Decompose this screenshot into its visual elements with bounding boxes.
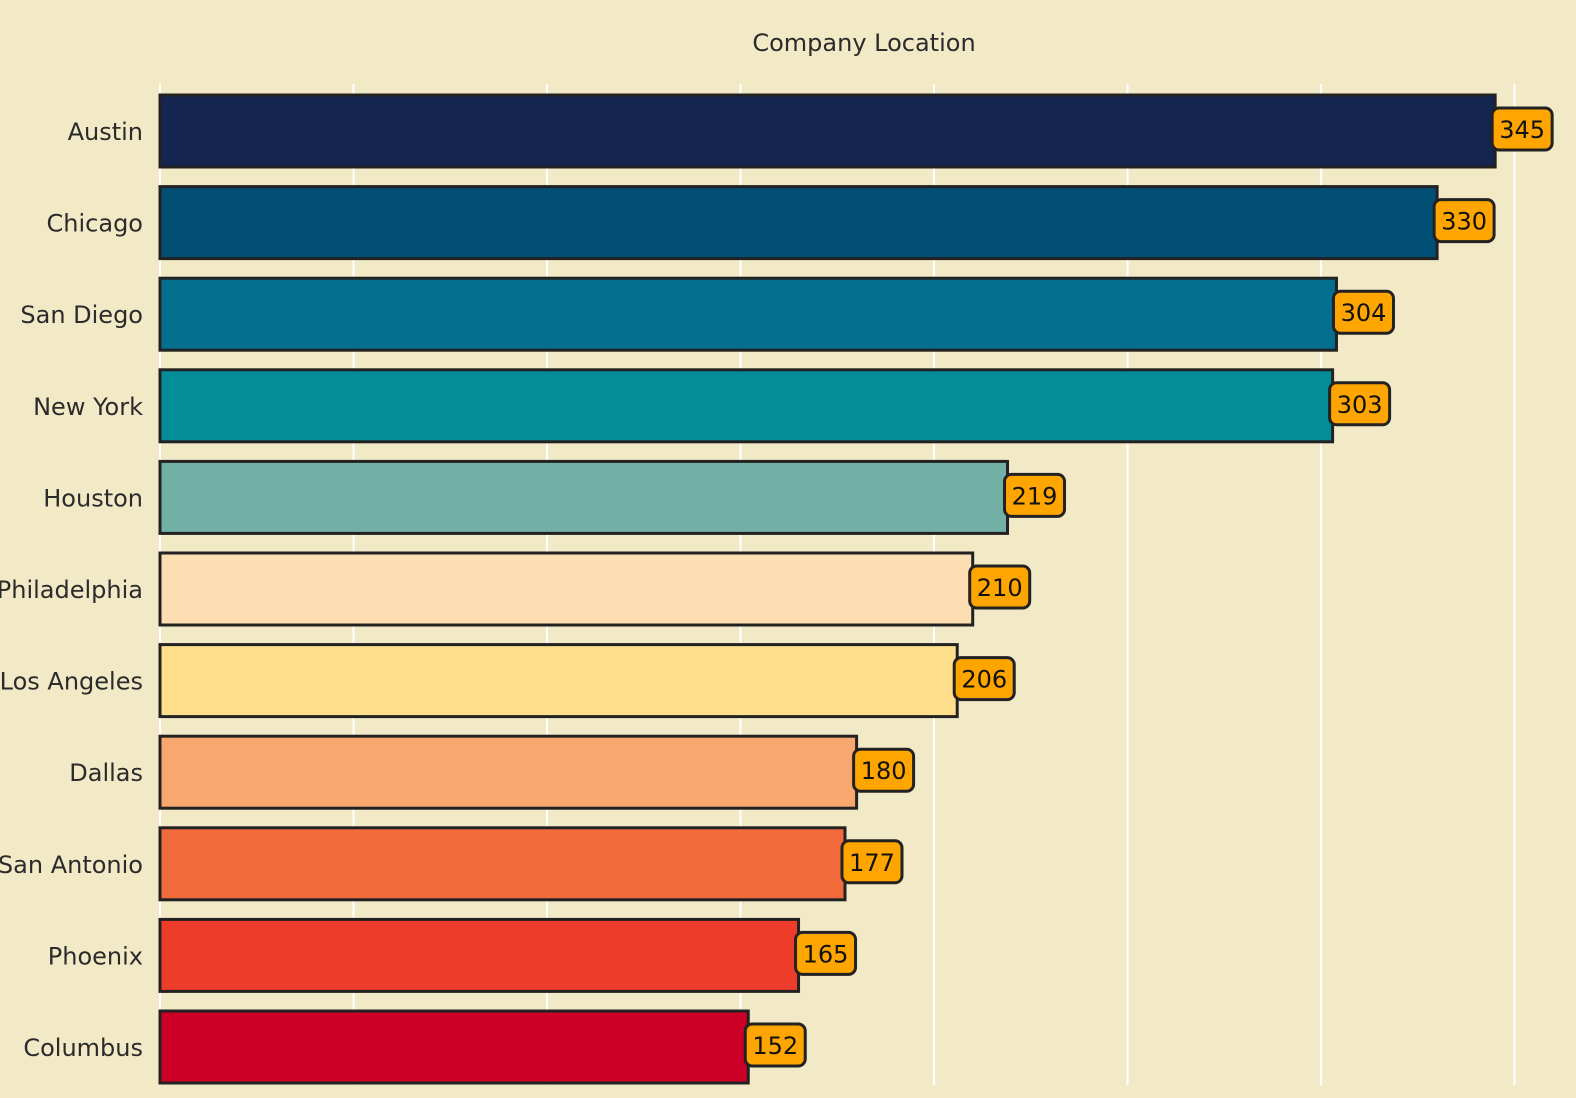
data-label: 177 [849,849,895,877]
data-label: 165 [803,940,849,968]
y-tick-label: San Antonio [0,851,143,879]
y-tick-label: Los Angeles [0,668,143,696]
bar-phoenix [158,917,801,993]
y-tick-label: Phoenix [48,942,143,970]
bar-los-angeles [158,643,959,719]
data-label: 206 [961,666,1007,694]
data-label-box [852,747,916,793]
data-label-box [1490,106,1554,152]
bar-austin [158,93,1497,169]
bar-dallas [158,734,859,810]
data-label: 210 [977,574,1023,602]
data-label: 303 [1337,391,1383,419]
data-label: 180 [861,757,907,785]
data-label: 152 [752,1032,798,1060]
data-label-box [1003,472,1067,518]
y-tick-label: Houston [43,484,143,512]
data-label-box [840,839,904,885]
data-label-box [1328,381,1392,427]
data-label: 345 [1499,116,1545,144]
bar-san-diego [158,276,1338,352]
data-label-box [1432,198,1496,244]
y-tick-label: Philadelphia [0,576,143,604]
data-label-box [794,930,858,976]
bar-chicago [158,185,1439,261]
data-label-box [952,656,1016,702]
data-label-box [743,1022,807,1068]
data-label: 330 [1441,208,1487,236]
bar-san-antonio [158,826,847,902]
data-label: 219 [1012,482,1058,510]
data-label: 304 [1341,299,1387,327]
data-label-box [968,564,1032,610]
bar-columbus [158,1009,750,1085]
y-tick-label: Columbus [23,1034,143,1062]
y-tick-label: Dallas [69,759,143,787]
bars [158,93,1497,1085]
y-tick-labels: Austin Chicago San Diego New York Houston Phi… [0,118,143,1062]
data-labels: 345 330 304 303 219 210 206 180 177 165 152 [743,106,1554,1068]
chart-title: Company Location [752,29,975,57]
y-tick-label: New York [33,393,143,421]
y-tick-label: Chicago [47,210,143,238]
bar-houston [158,459,1010,535]
data-label-box [1331,289,1395,335]
y-tick-label: Austin [68,118,143,146]
bar-new-york [158,368,1335,444]
bar-philadelphia [158,551,975,627]
y-tick-label: San Diego [20,301,143,329]
